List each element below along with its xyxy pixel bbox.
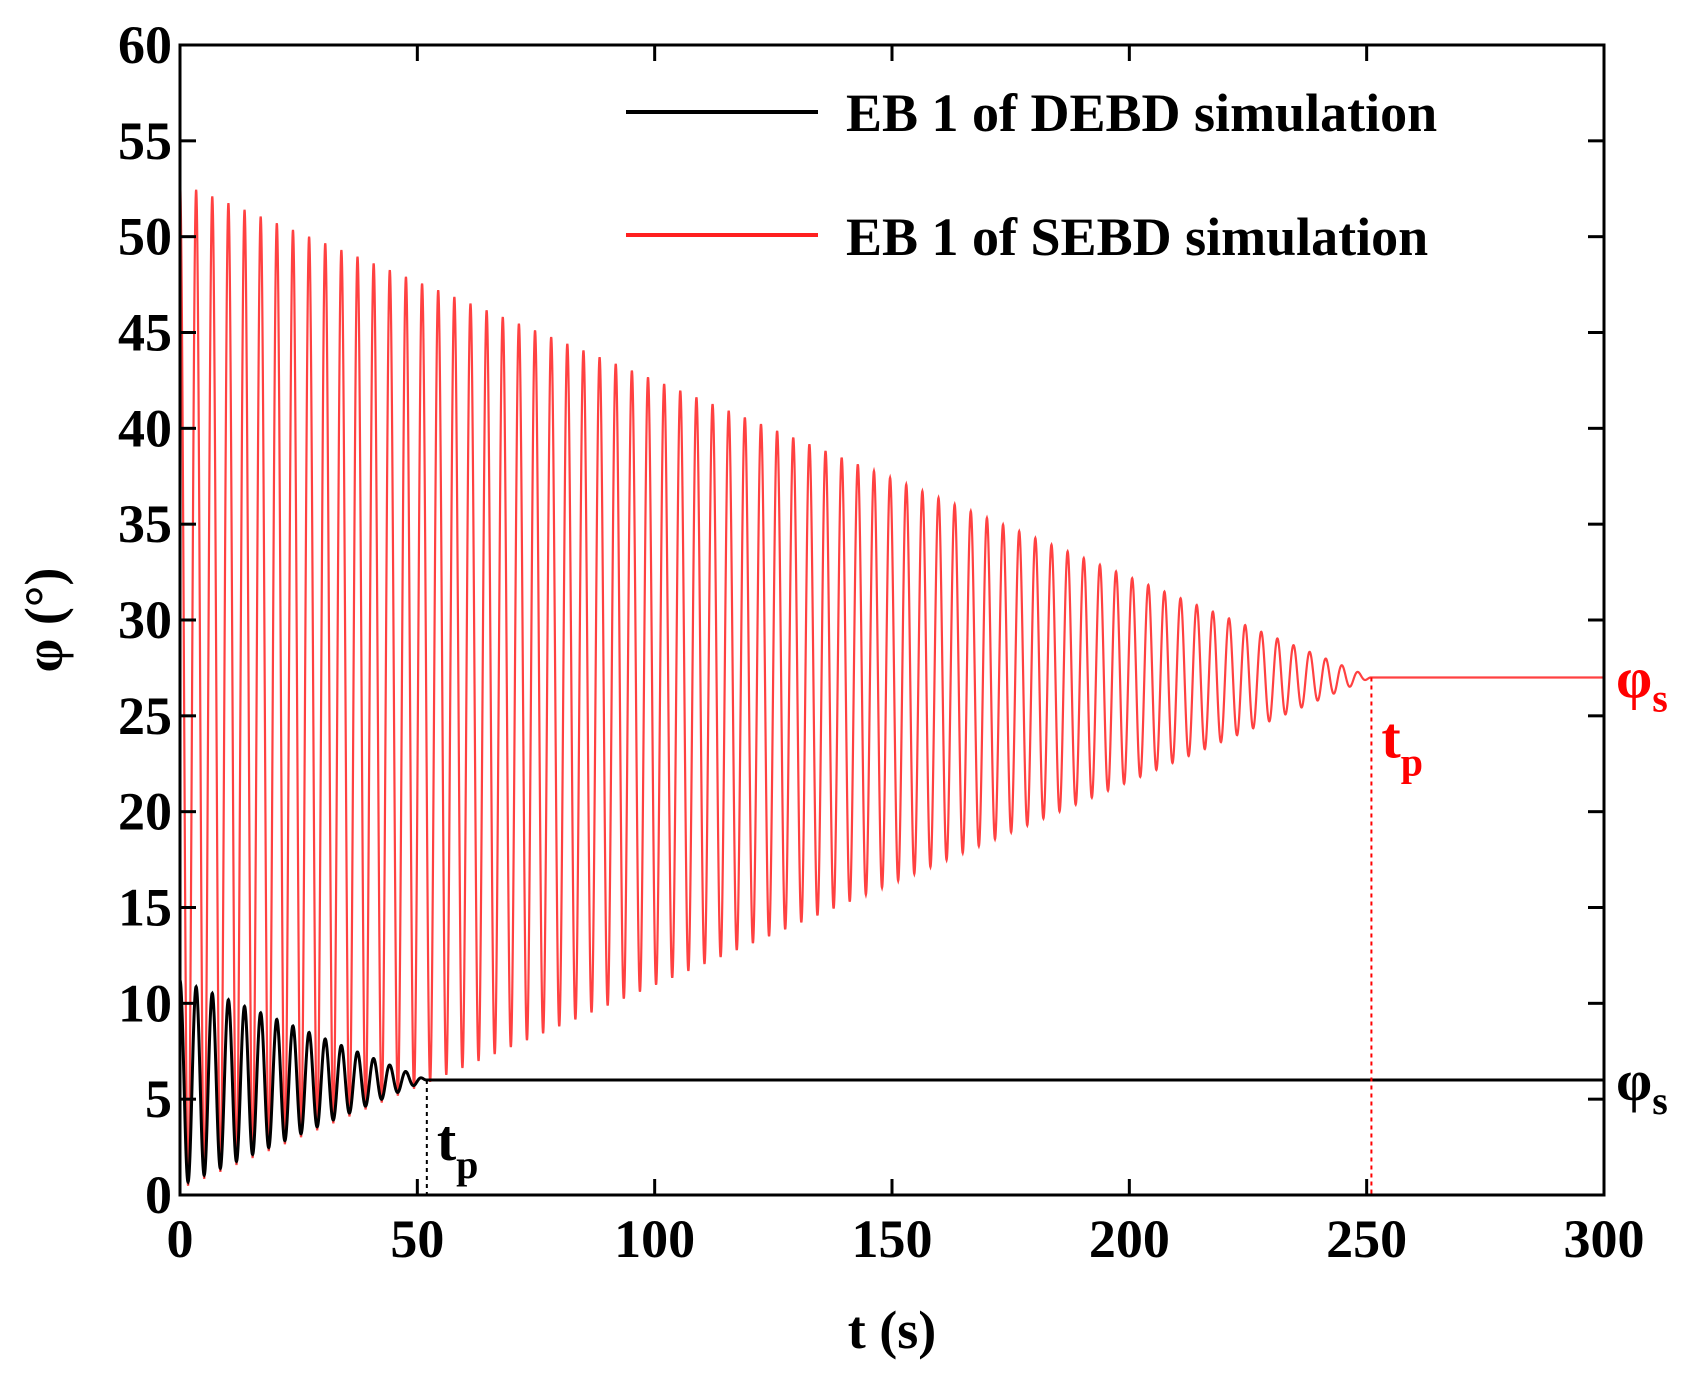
series-line-debd (178, 979, 1604, 1185)
x-tick-label: 200 (1089, 1209, 1170, 1269)
y-tick-label: 5 (145, 1069, 172, 1129)
x-axis-title: t (s) (848, 1300, 936, 1360)
annotations: tp tp φs φs (425, 646, 1668, 1195)
steady-value-label: φs (1616, 646, 1668, 721)
axis-ticks: 0 50 100 150 200 250 300 0 5 10 15 20 25 30 35 40 45 50 55… (118, 15, 1645, 1269)
y-tick-label: 55 (118, 111, 172, 171)
y-tick-label: 15 (118, 878, 172, 938)
x-tick-label: 50 (390, 1209, 444, 1269)
steady-value-label: φs (1616, 1048, 1668, 1123)
plot-frame (178, 43, 1606, 1197)
y-tick-label: 10 (118, 973, 172, 1033)
y-tick-label: 45 (118, 303, 172, 363)
y-tick-label: 50 (118, 207, 172, 267)
plot-series (178, 182, 1604, 1186)
y-tick-label: 30 (118, 590, 172, 650)
y-tick-label: 0 (145, 1165, 172, 1225)
y-tick-label: 20 (118, 782, 172, 842)
settle-time-label: tp (1381, 706, 1423, 785)
x-tick-label: 100 (614, 1209, 695, 1269)
y-tick-label: 35 (118, 494, 172, 554)
x-tick-label: 250 (1326, 1209, 1407, 1269)
x-tick-label: 300 (1564, 1209, 1645, 1269)
settle-time-label: tp (437, 1108, 479, 1187)
legend-label-debd: EB 1 of DEBD simulation (846, 83, 1437, 143)
x-tick-label: 0 (167, 1209, 194, 1269)
y-tick-label: 60 (118, 15, 172, 75)
y-axis-title: φ (°) (14, 568, 74, 673)
y-tick-label: 40 (118, 398, 172, 458)
series-line-sebd (178, 182, 1604, 1186)
legend-label-sebd: EB 1 of SEBD simulation (846, 207, 1428, 267)
x-tick-label: 150 (852, 1209, 933, 1269)
legend: EB 1 of DEBD simulation EB 1 of SEBD sim… (626, 83, 1437, 267)
y-tick-label: 25 (118, 686, 172, 746)
